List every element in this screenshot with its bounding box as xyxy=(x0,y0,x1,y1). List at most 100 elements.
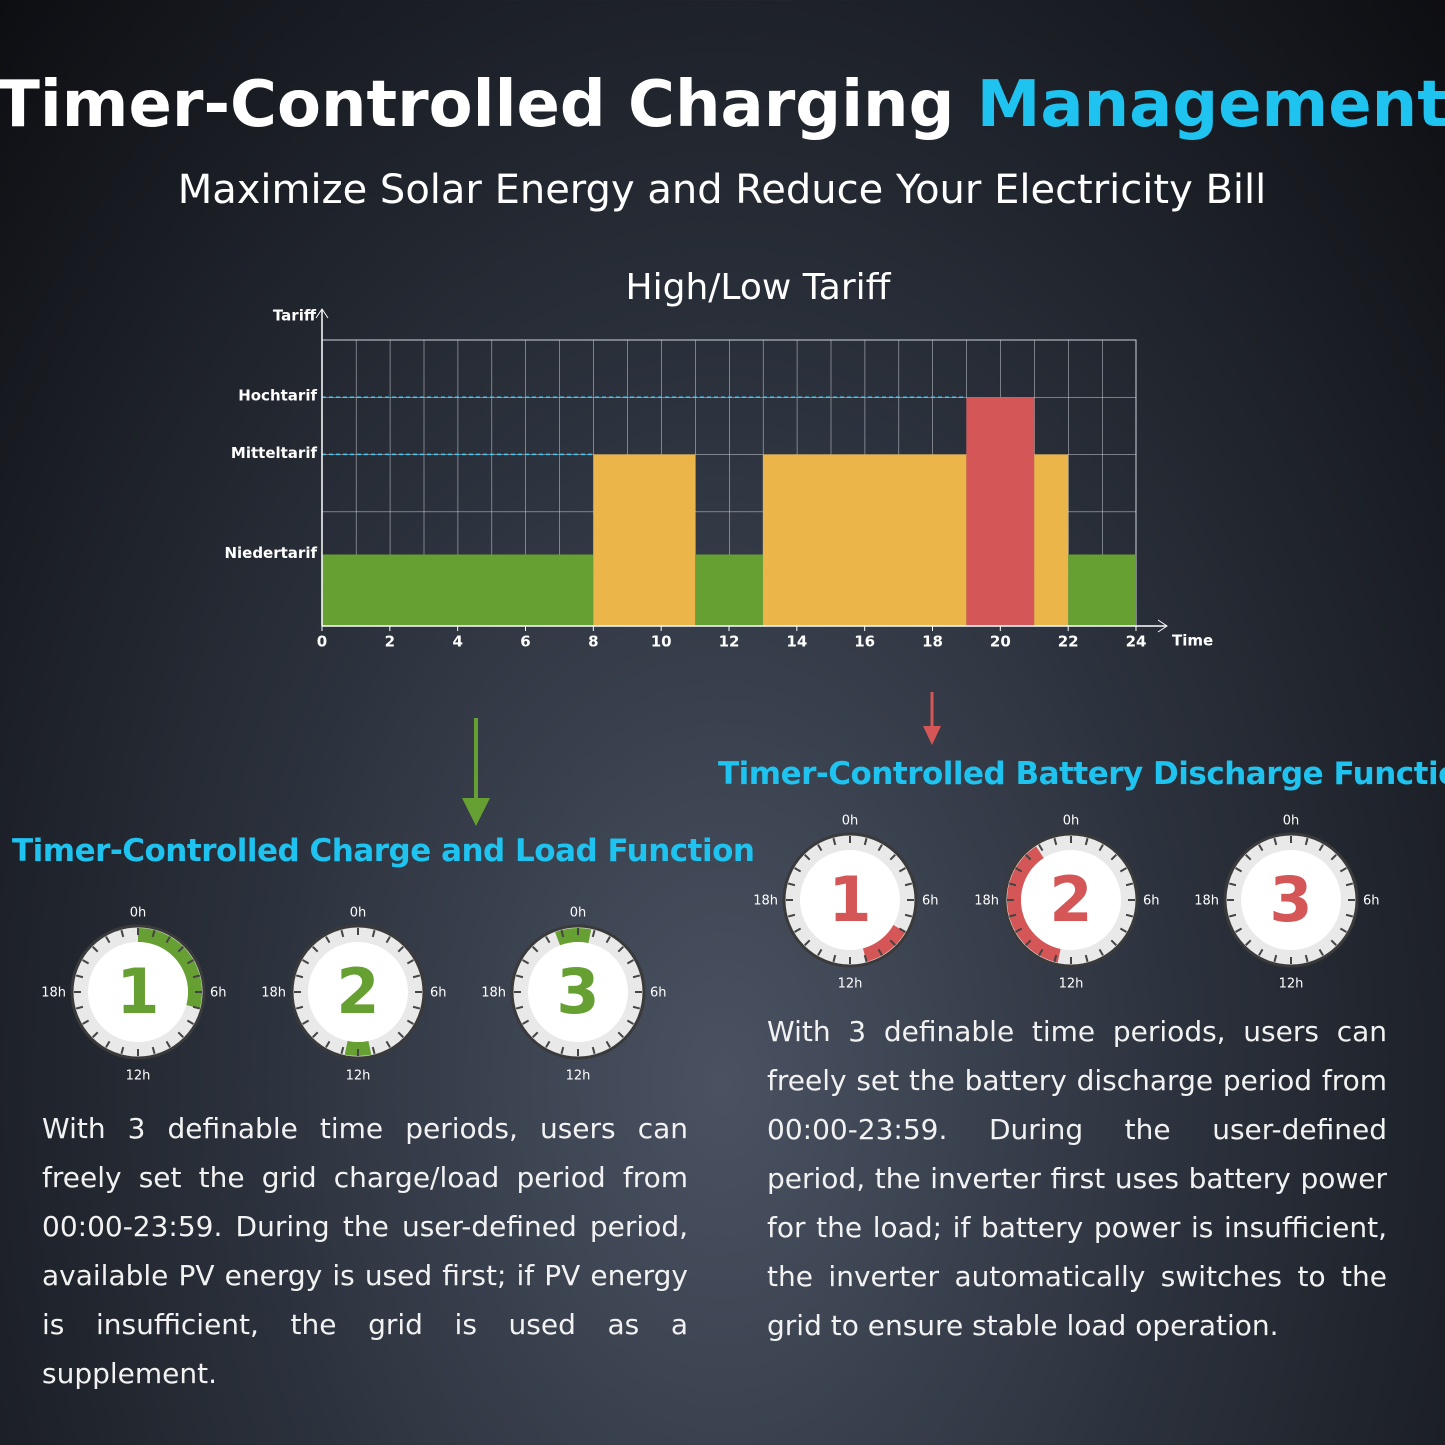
dial-tick xyxy=(1110,939,1117,946)
dial-tick xyxy=(325,936,331,944)
dial-tick xyxy=(1038,948,1044,956)
bar xyxy=(695,554,763,626)
bar xyxy=(322,554,594,626)
dial-tick xyxy=(1345,913,1354,918)
dial-center xyxy=(528,942,628,1042)
x-tick-label: 8 xyxy=(588,633,598,651)
dial-tick xyxy=(817,844,823,852)
dial-tick xyxy=(863,837,868,846)
dial-tick xyxy=(605,936,611,944)
dial-number: 1 xyxy=(116,955,159,1028)
dial-tick xyxy=(877,844,883,852)
y-tick-label: Mitteltarif xyxy=(231,444,318,462)
dial-tick xyxy=(312,946,319,953)
dial-tick xyxy=(312,1031,319,1038)
x-tick-label: 0 xyxy=(317,633,327,651)
dial-tick xyxy=(877,948,883,956)
dial-tick xyxy=(1245,939,1252,946)
dial-tick xyxy=(165,1040,171,1048)
bar xyxy=(593,454,696,626)
dial-tick xyxy=(1245,854,1252,861)
dial-arc xyxy=(138,928,202,1009)
dial-hour-label: 0h xyxy=(350,906,367,921)
dial-tick xyxy=(151,1046,156,1055)
x-tick-label: 14 xyxy=(786,633,807,651)
dial-tick xyxy=(1025,854,1032,861)
dial-tick xyxy=(1015,927,1023,933)
dial-tick xyxy=(177,946,184,953)
dial-center xyxy=(308,942,408,1042)
dial-tick xyxy=(832,837,837,846)
dial-number: 2 xyxy=(336,955,379,1028)
dial-tick xyxy=(787,913,796,918)
dial-tick xyxy=(1304,954,1309,963)
dial-hour-label: 6h xyxy=(210,986,227,1001)
arrow-head xyxy=(923,726,941,745)
dial-tick xyxy=(817,948,823,956)
dial-tick xyxy=(1228,913,1237,918)
title: Timer-Controlled Charging Management xyxy=(0,68,1445,142)
dial-tick xyxy=(295,974,304,979)
dial-tick xyxy=(1110,854,1117,861)
dial-tick xyxy=(1084,954,1089,963)
section-heading: Timer-Controlled Charge and Load Functio… xyxy=(12,833,755,869)
dial-tick xyxy=(1235,927,1243,933)
dial-tick xyxy=(1119,927,1127,933)
dial-number: 3 xyxy=(556,955,599,1028)
dial-tick xyxy=(1025,939,1032,946)
dial-hour-label: 0h xyxy=(842,814,859,829)
dial-tick xyxy=(325,1040,331,1048)
x-tick-label: 16 xyxy=(854,633,875,651)
x-tick-label: 24 xyxy=(1126,633,1147,651)
dial-tick xyxy=(151,929,156,938)
dial-tick xyxy=(340,929,345,938)
dial-tick xyxy=(1008,882,1017,887)
section-heading: Timer-Controlled Battery Discharge Funct… xyxy=(718,756,1445,792)
dial-arc xyxy=(344,1040,372,1056)
dial-tick xyxy=(889,854,896,861)
x-tick-label: 4 xyxy=(452,633,462,651)
dial-tick xyxy=(412,1005,421,1010)
y-axis-label: Tariff xyxy=(273,307,317,325)
dial-tick xyxy=(1125,913,1134,918)
dial-tick xyxy=(1318,844,1324,852)
dial-tick xyxy=(1318,948,1324,956)
dial-tick xyxy=(1015,867,1023,873)
x-tick-label: 10 xyxy=(651,633,672,651)
dial-tick xyxy=(1098,948,1104,956)
dial-tick xyxy=(632,974,641,979)
dial-tick xyxy=(371,929,376,938)
dial-number: 1 xyxy=(828,863,871,936)
dials: 1 0h 6h 12h 18h 2 0h 6h 12h 18h 3 0h 6h 12h 18h 1 0h 6h 12… xyxy=(41,814,1379,1084)
dial-tick xyxy=(1345,882,1354,887)
dial-tick xyxy=(1330,939,1337,946)
dial-tick xyxy=(1339,927,1347,933)
dial-tick xyxy=(1008,913,1017,918)
dial-hour-label: 18h xyxy=(1194,894,1219,909)
dial-center xyxy=(88,942,188,1042)
dial-tick xyxy=(120,1046,125,1055)
dial-hour-label: 18h xyxy=(261,986,286,1001)
dial-tick xyxy=(186,959,194,965)
dial-tick xyxy=(545,1040,551,1048)
dial-center xyxy=(1021,850,1121,950)
dial-tick xyxy=(105,936,111,944)
dial-tick xyxy=(406,959,414,965)
x-tick-label: 12 xyxy=(719,633,740,651)
dial-tick xyxy=(397,1031,404,1038)
y-tick-label: Niedertarif xyxy=(224,544,317,562)
bar xyxy=(1034,454,1069,626)
dial-tick xyxy=(532,1031,539,1038)
dial-tick xyxy=(545,936,551,944)
dial-hour-label: 12h xyxy=(1059,977,1084,992)
dial-tick xyxy=(889,939,896,946)
dial-tick xyxy=(82,1019,90,1025)
dial-hour-label: 0h xyxy=(1283,814,1300,829)
dial-tick xyxy=(794,867,802,873)
dial-hour-label: 6h xyxy=(430,986,447,1001)
dial-tick xyxy=(1304,837,1309,846)
dial-tick xyxy=(532,946,539,953)
dial-tick xyxy=(412,974,421,979)
dial-tick xyxy=(397,946,404,953)
